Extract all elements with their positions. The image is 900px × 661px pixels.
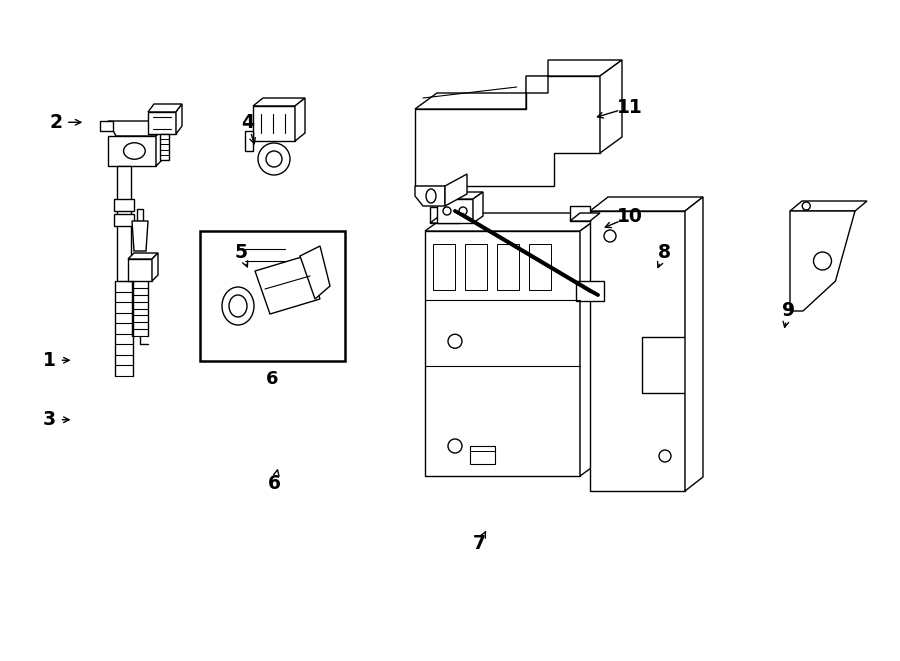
Polygon shape xyxy=(225,246,240,266)
Polygon shape xyxy=(100,121,113,131)
Polygon shape xyxy=(473,192,483,223)
Bar xyxy=(245,131,253,151)
Polygon shape xyxy=(295,98,305,141)
Polygon shape xyxy=(590,197,703,211)
Bar xyxy=(576,281,604,301)
Text: 1: 1 xyxy=(43,351,56,369)
Polygon shape xyxy=(176,104,182,134)
Polygon shape xyxy=(590,211,685,491)
Polygon shape xyxy=(290,233,300,271)
Text: 6: 6 xyxy=(266,370,278,388)
Text: 5: 5 xyxy=(235,243,248,262)
Circle shape xyxy=(448,334,462,348)
Polygon shape xyxy=(128,253,158,259)
Bar xyxy=(497,244,519,290)
Bar xyxy=(433,244,455,290)
Bar xyxy=(240,241,290,271)
Polygon shape xyxy=(240,233,300,241)
Bar xyxy=(465,244,487,290)
Polygon shape xyxy=(148,104,182,112)
Polygon shape xyxy=(132,221,148,251)
Bar xyxy=(529,244,551,290)
Bar xyxy=(114,214,134,226)
Polygon shape xyxy=(790,211,855,311)
Polygon shape xyxy=(255,256,320,314)
Bar xyxy=(200,231,345,361)
Text: 11: 11 xyxy=(617,98,643,116)
Polygon shape xyxy=(300,246,330,299)
Circle shape xyxy=(459,207,467,215)
Bar xyxy=(253,106,295,141)
Bar xyxy=(437,199,473,223)
Text: 2: 2 xyxy=(50,113,62,132)
Text: 7: 7 xyxy=(473,534,486,553)
Bar xyxy=(108,136,156,166)
Circle shape xyxy=(443,207,451,215)
Polygon shape xyxy=(570,206,590,221)
Text: 3: 3 xyxy=(43,410,56,429)
Bar xyxy=(114,199,134,211)
Circle shape xyxy=(604,230,616,242)
Text: 6: 6 xyxy=(268,475,281,493)
Circle shape xyxy=(448,439,462,453)
Text: 10: 10 xyxy=(617,208,643,226)
Ellipse shape xyxy=(123,143,145,159)
Polygon shape xyxy=(570,213,600,221)
Text: 4: 4 xyxy=(241,113,254,132)
Polygon shape xyxy=(300,233,315,263)
Polygon shape xyxy=(415,76,600,186)
Circle shape xyxy=(258,143,290,175)
Bar xyxy=(117,166,131,281)
Polygon shape xyxy=(415,60,622,109)
Bar xyxy=(128,259,152,281)
Text: 9: 9 xyxy=(782,301,795,320)
Polygon shape xyxy=(445,174,467,206)
Ellipse shape xyxy=(229,295,247,317)
Circle shape xyxy=(814,252,832,270)
Text: 8: 8 xyxy=(658,243,670,262)
Polygon shape xyxy=(437,192,483,199)
Bar xyxy=(430,207,460,223)
Polygon shape xyxy=(600,60,622,153)
Ellipse shape xyxy=(222,287,254,325)
Circle shape xyxy=(802,202,810,210)
Polygon shape xyxy=(430,217,468,223)
Polygon shape xyxy=(790,201,867,211)
Polygon shape xyxy=(685,197,703,491)
Bar xyxy=(425,231,580,476)
Bar xyxy=(137,209,143,221)
Bar xyxy=(470,446,495,464)
Circle shape xyxy=(266,151,282,167)
Ellipse shape xyxy=(426,189,436,203)
Polygon shape xyxy=(580,213,605,476)
Polygon shape xyxy=(425,213,605,231)
Bar xyxy=(148,112,176,134)
Polygon shape xyxy=(253,98,305,106)
Polygon shape xyxy=(108,121,164,136)
Circle shape xyxy=(659,450,671,462)
Polygon shape xyxy=(156,128,164,166)
Polygon shape xyxy=(225,239,245,246)
Polygon shape xyxy=(415,186,445,206)
Polygon shape xyxy=(152,253,158,281)
Bar xyxy=(160,134,169,160)
